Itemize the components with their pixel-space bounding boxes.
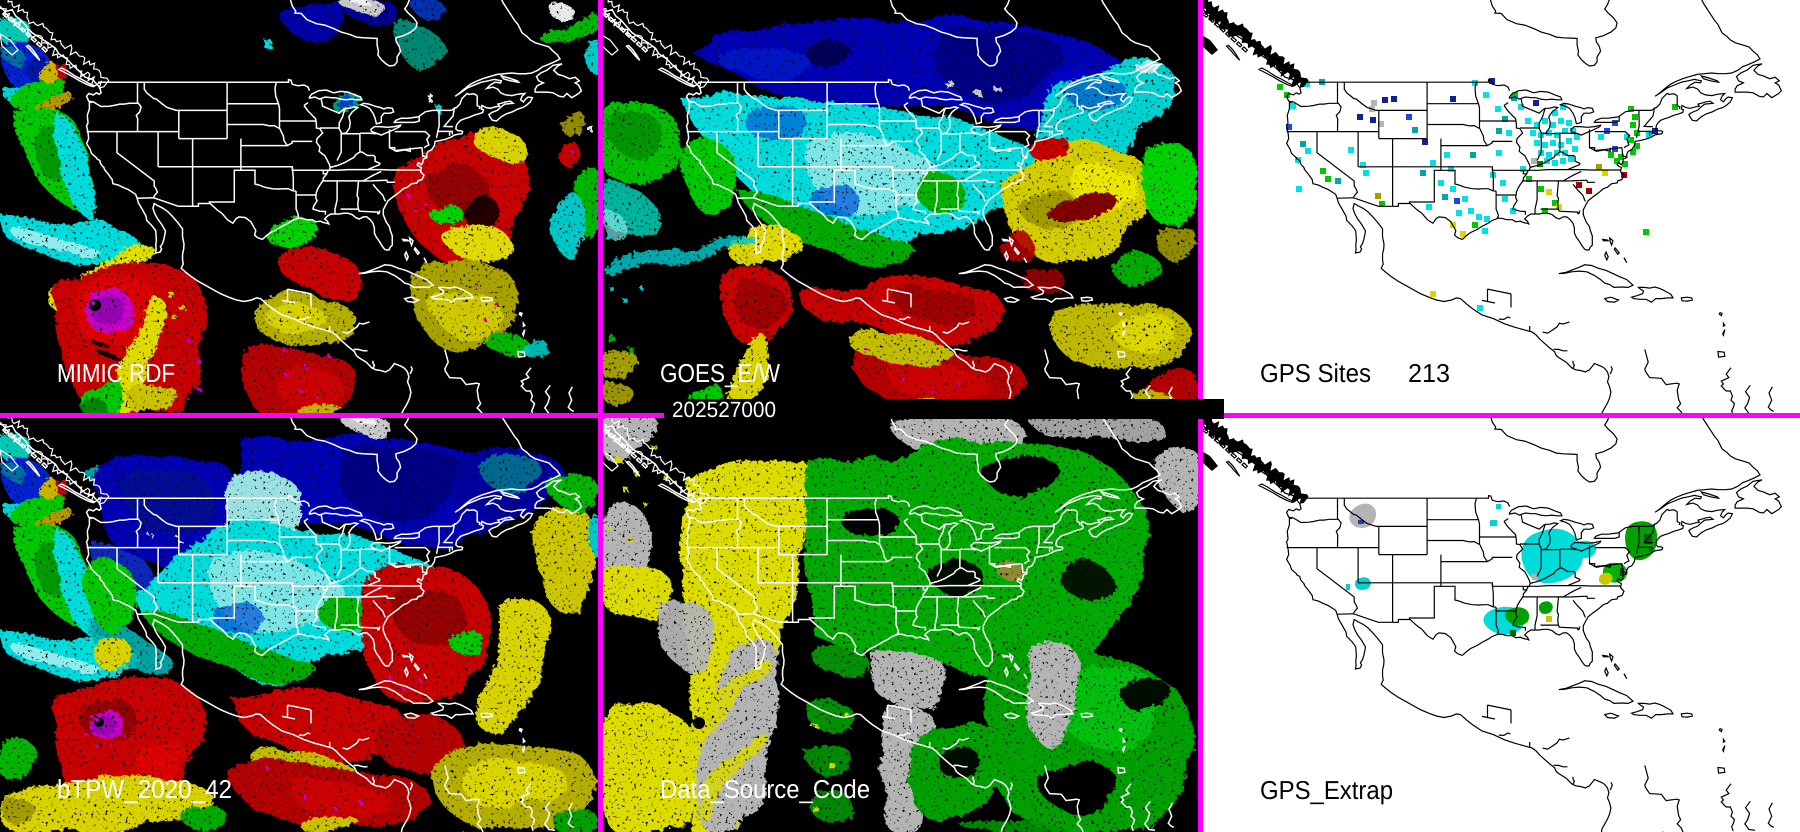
- svg-text:202527000: 202527000: [672, 397, 776, 422]
- svg-text:GPS Sites: GPS Sites: [1260, 358, 1371, 388]
- svg-text:GOES_E/W: GOES_E/W: [660, 358, 780, 388]
- svg-text:MIMIC RDF: MIMIC RDF: [57, 358, 175, 388]
- svg-text:bTPW_2020_42: bTPW_2020_42: [57, 774, 232, 804]
- svg-text:213: 213: [1408, 358, 1450, 388]
- svg-text:Data_Source_Code: Data_Source_Code: [660, 774, 870, 804]
- svg-text:GPS_Extrap: GPS_Extrap: [1260, 775, 1393, 805]
